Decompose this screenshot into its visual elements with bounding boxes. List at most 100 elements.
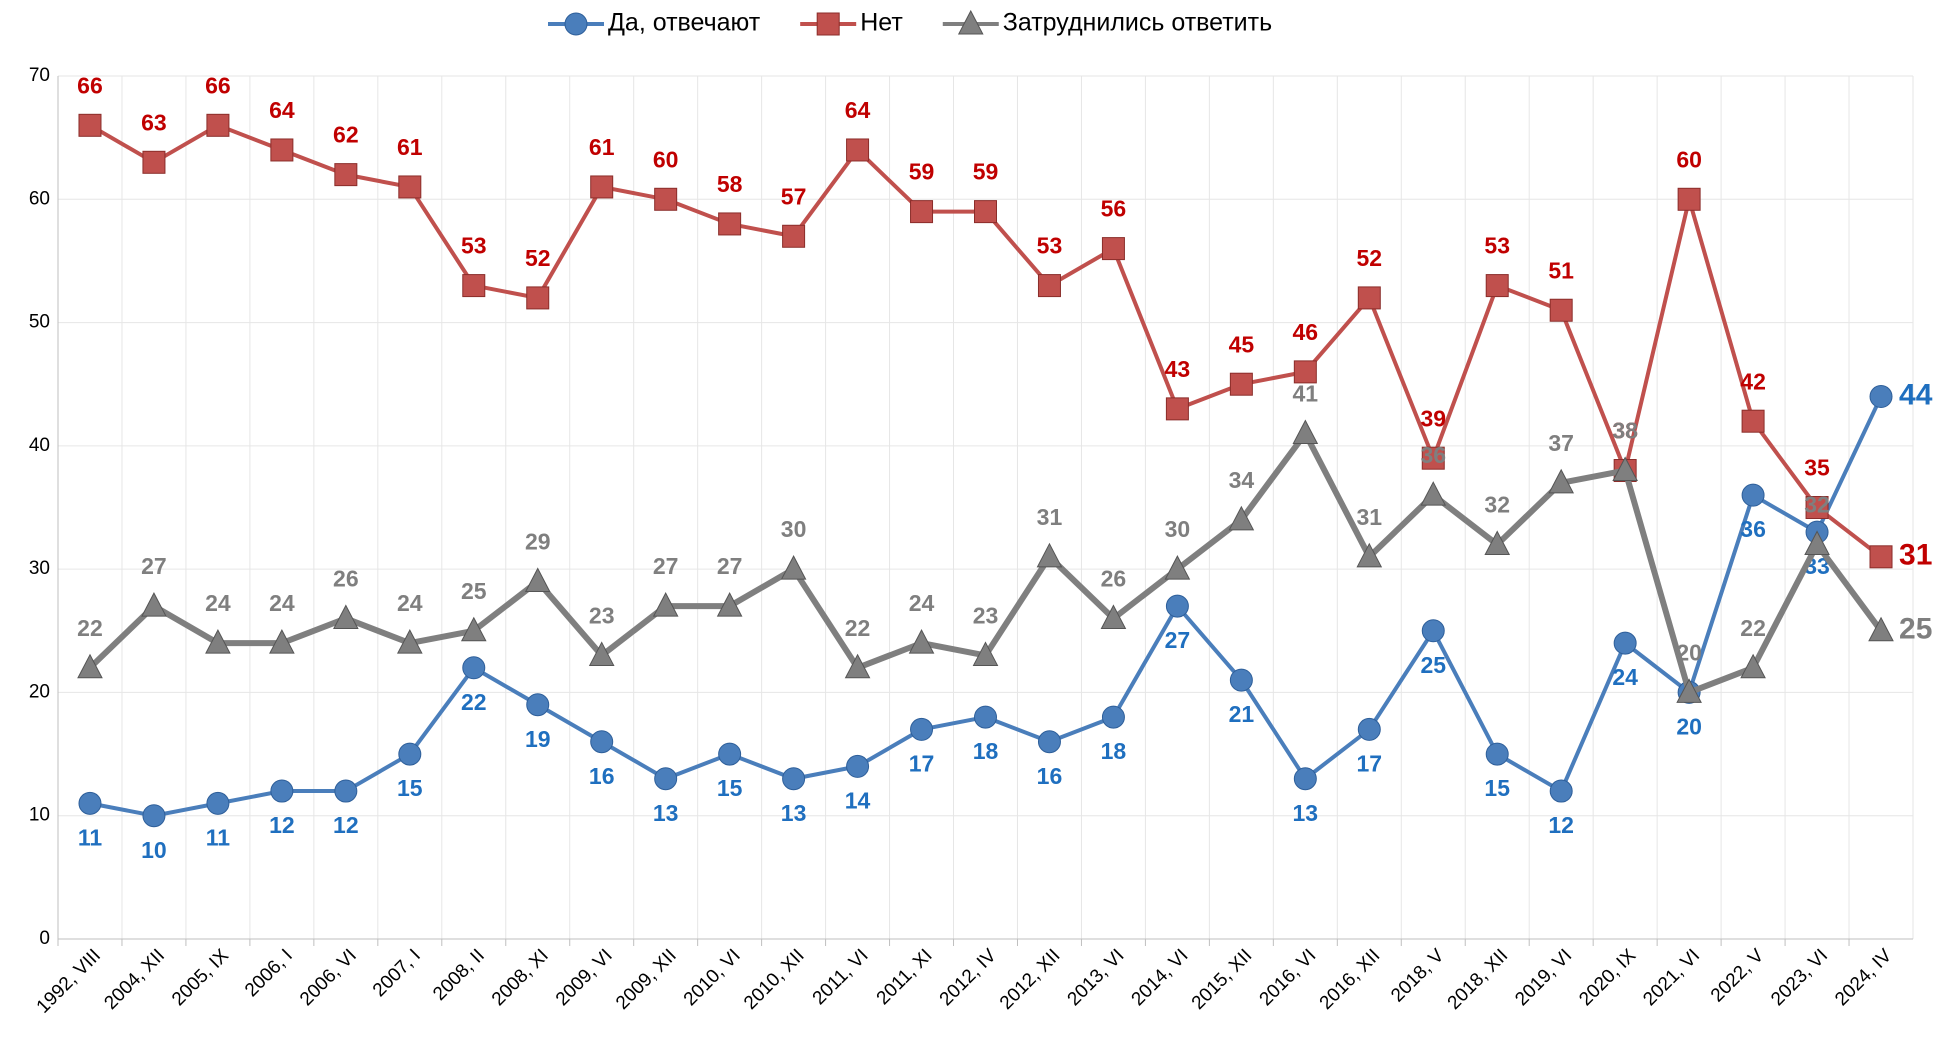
legend-marker	[564, 12, 588, 36]
legend-marker	[957, 9, 984, 35]
data-label: 13	[781, 800, 807, 826]
data-label: 24	[1612, 664, 1638, 690]
data-label: 56	[1101, 196, 1127, 222]
data-label: 12	[333, 812, 359, 838]
y-tick-label: 0	[39, 928, 50, 949]
point	[206, 791, 230, 815]
x-tick-label: 2020, IX	[1575, 945, 1640, 1010]
y-tick-label: 50	[29, 312, 50, 333]
point	[782, 767, 806, 791]
point	[462, 656, 486, 680]
x-tick-label: 2018, XII	[1444, 945, 1513, 1014]
x-tick-label: 2008, II	[429, 945, 489, 1005]
data-label: 24	[269, 590, 295, 616]
point	[910, 717, 934, 741]
x-tick-label: 2022, V	[1707, 945, 1768, 1006]
y-tick-label: 20	[29, 681, 50, 702]
data-label: 19	[525, 726, 551, 752]
point	[1612, 456, 1638, 482]
data-label: 26	[1101, 566, 1127, 592]
legend: Да, отвечают Нет Затруднились ответить	[548, 9, 1272, 37]
point	[846, 754, 870, 778]
data-label: 12	[269, 812, 295, 838]
point	[1484, 530, 1511, 555]
point	[1229, 668, 1253, 692]
point	[1549, 298, 1573, 322]
point	[1485, 274, 1509, 298]
data-label: 21	[1229, 701, 1255, 727]
point	[1613, 631, 1637, 655]
point	[716, 592, 743, 617]
data-label: 23	[589, 603, 615, 629]
data-label: 20	[1676, 640, 1702, 666]
data-label: 41	[1293, 381, 1319, 407]
data-label: 36	[1420, 442, 1446, 468]
data-label: 30	[781, 516, 807, 542]
point	[780, 555, 807, 580]
point	[524, 567, 551, 592]
point	[1165, 594, 1189, 618]
data-label: 39	[1420, 405, 1446, 431]
point	[1228, 505, 1255, 531]
point	[908, 629, 935, 654]
data-label: 53	[1484, 233, 1510, 259]
x-tick-label: 2016, VI	[1256, 945, 1321, 1010]
point	[1804, 530, 1830, 555]
point	[1869, 545, 1893, 569]
data-label: 60	[653, 146, 679, 172]
point	[782, 224, 806, 248]
point	[1229, 372, 1253, 396]
point	[1293, 767, 1317, 791]
point	[398, 742, 422, 766]
x-tick-label: 2019, VI	[1511, 945, 1576, 1010]
data-label: 18	[973, 738, 999, 764]
data-label: 23	[973, 603, 999, 629]
data-label: 13	[1293, 800, 1319, 826]
point	[462, 274, 486, 298]
x-tick-label: 2006, VI	[296, 945, 361, 1010]
data-label: 53	[461, 233, 487, 259]
data-label: 62	[333, 122, 359, 148]
data-label: 24	[205, 590, 231, 616]
x-tick-label: 2006, I	[241, 945, 297, 1001]
point	[526, 693, 550, 717]
point	[1164, 555, 1191, 580]
data-label: 60	[1676, 146, 1702, 172]
point	[1101, 237, 1125, 261]
data-label: 42	[1740, 368, 1766, 394]
data-label: 31	[1037, 504, 1063, 530]
point	[1420, 481, 1447, 506]
point	[1740, 653, 1766, 679]
data-label: 11	[206, 824, 231, 850]
data-label: 10	[141, 837, 167, 863]
x-tick-label: 2010, XII	[740, 945, 809, 1014]
point	[974, 200, 997, 224]
point	[206, 113, 230, 137]
point	[1741, 409, 1765, 433]
x-tick-label: 2011, XI	[873, 945, 937, 1009]
y-tick-label: 60	[29, 188, 50, 209]
x-tick-label: 2024, IV	[1831, 945, 1896, 1010]
data-label: 34	[1229, 467, 1255, 493]
y-tick-label: 30	[29, 558, 50, 579]
data-label: 29	[525, 529, 551, 555]
data-label: 22	[845, 615, 871, 641]
x-tick-label: 2021, VI	[1639, 945, 1704, 1010]
point	[270, 138, 294, 162]
point	[1292, 419, 1319, 445]
data-label: 20	[1676, 714, 1702, 740]
legend-label: Затруднились ответить	[1003, 9, 1272, 37]
point	[974, 705, 997, 729]
data-label: 15	[1484, 775, 1510, 801]
point	[1165, 397, 1189, 421]
point	[1868, 616, 1894, 642]
data-label: 11	[78, 824, 103, 850]
point	[1485, 742, 1509, 766]
point	[78, 113, 102, 137]
data-label: 22	[77, 615, 103, 641]
point	[1037, 274, 1061, 298]
point	[1036, 542, 1063, 568]
data-label: 46	[1293, 319, 1319, 345]
data-label: 14	[845, 787, 871, 813]
y-tick-label: 40	[29, 435, 50, 456]
